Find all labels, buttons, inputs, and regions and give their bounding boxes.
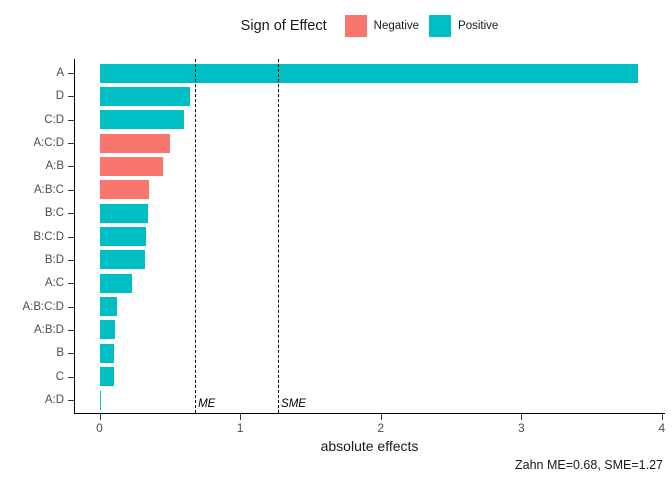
x-tick (380, 414, 382, 420)
y-tick (68, 236, 74, 238)
x-tick (240, 414, 242, 420)
x-tick (661, 414, 663, 420)
y-axis-label-A:C: A:C (44, 277, 64, 290)
x-tick-label: 0 (96, 421, 103, 435)
y-axis-label-C: C (55, 370, 64, 383)
me-reference-line (195, 59, 197, 413)
y-axis-label-C:D: C:D (44, 113, 64, 126)
x-tick-label: 1 (236, 421, 244, 435)
y-tick (68, 189, 74, 191)
sme-label: SME (281, 398, 306, 410)
y-tick (68, 119, 74, 121)
y-axis-label-B: B (56, 347, 64, 360)
x-tick (99, 414, 101, 420)
y-axis-label-D: D (55, 90, 64, 103)
y-tick (68, 143, 74, 145)
legend-item-negative: Negative (344, 15, 420, 37)
bar-A:B:D (100, 320, 116, 340)
me-label: ME (198, 398, 216, 410)
bar-B:C (100, 203, 148, 223)
y-axis-line (74, 59, 75, 414)
legend-title: Sign of Effect (240, 18, 327, 34)
x-tick (521, 414, 523, 420)
negative-swatch-icon (344, 15, 367, 37)
bar-C:D (100, 110, 185, 130)
bar-A (100, 63, 639, 83)
bar-A:B (100, 156, 164, 176)
y-tick (68, 400, 74, 402)
y-axis-label-A:B: A:B (45, 160, 64, 173)
y-tick (68, 376, 74, 378)
y-tick (68, 329, 74, 331)
bar-A:B:C:D (100, 297, 117, 317)
bar-A:D (100, 390, 102, 410)
x-axis-title: absolute effects (320, 438, 419, 454)
bar-C (100, 367, 115, 387)
y-tick (68, 213, 74, 215)
x-tick-label: 4 (658, 421, 666, 435)
chart-caption: Zahn ME=0.68, SME=1.27 (514, 458, 663, 472)
y-axis-label-A:B:C: A:B:C (33, 183, 64, 196)
bar-B (100, 343, 115, 363)
y-tick (68, 166, 74, 168)
y-axis-label-B:C:D: B:C:D (33, 230, 64, 243)
bar-A:B:C (100, 180, 150, 200)
y-axis-label-A:B:D: A:B:D (33, 323, 64, 336)
y-axis-label-A: A (56, 67, 64, 79)
bar-D (100, 86, 190, 106)
bar-B:D (100, 250, 145, 270)
y-tick (68, 353, 74, 355)
x-tick-label: 3 (517, 421, 525, 435)
y-tick (68, 283, 74, 285)
y-axis-label-A:D: A:D (44, 394, 64, 407)
legend: Sign of Effect Negative Positive (74, 12, 665, 40)
bar-B:C:D (100, 227, 147, 247)
positive-swatch-icon (429, 15, 452, 37)
y-tick (68, 96, 74, 98)
x-axis-line (74, 413, 665, 414)
y-tick (68, 306, 74, 308)
x-tick-label: 2 (377, 421, 385, 435)
bar-A:C:D (100, 133, 171, 153)
bar-A:C (100, 273, 133, 293)
legend-item-positive: Positive (429, 15, 498, 37)
y-tick (68, 259, 74, 261)
y-tick (68, 73, 74, 74)
y-axis-label-A:B:C:D: A:B:C:D (22, 300, 64, 313)
y-axis-label-B:D: B:D (44, 253, 64, 266)
y-axis-label-A:C:D: A:C:D (33, 137, 64, 150)
legend-label-negative: Negative (373, 20, 420, 32)
sme-reference-line (278, 59, 280, 413)
legend-label-positive: Positive (458, 20, 499, 32)
y-axis-label-B:C: B:C (44, 207, 64, 220)
